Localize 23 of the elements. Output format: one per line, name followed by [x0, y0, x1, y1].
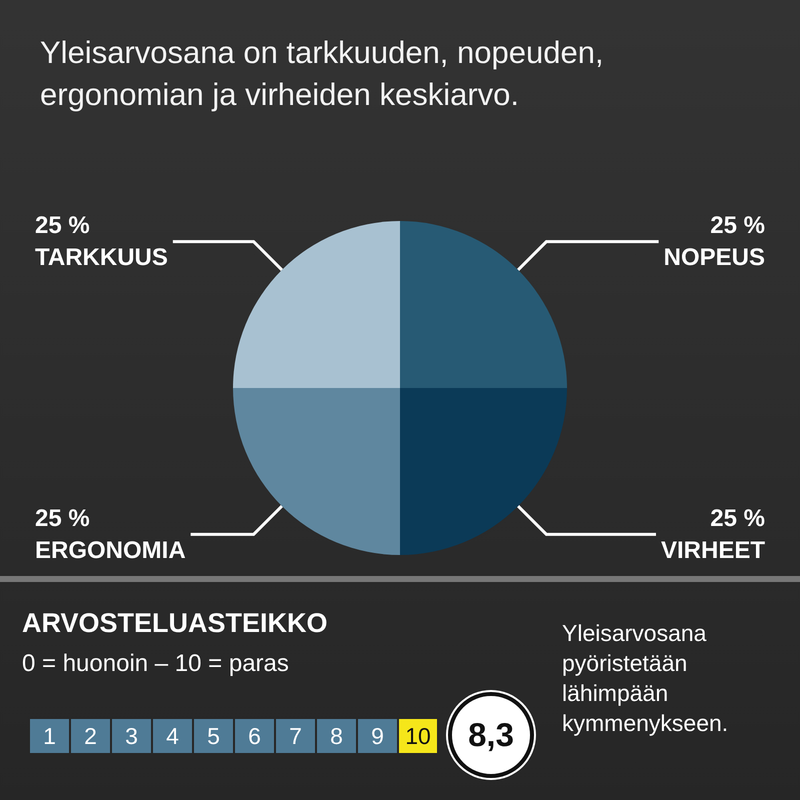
text: 10: [399, 719, 437, 753]
text: 7: [276, 719, 315, 753]
text: 4: [153, 719, 192, 753]
data-label: 25 %: [710, 212, 765, 240]
text: 5: [194, 719, 233, 753]
text: 2: [71, 719, 110, 753]
slice-label: VIRHEET: [660, 536, 766, 564]
text: 3: [112, 719, 151, 753]
text: 0 = huonoin – 10 = paras: [22, 650, 289, 678]
data-label: 25 %: [35, 504, 90, 532]
text: 9: [358, 719, 397, 753]
data-label: 25 %: [35, 212, 90, 240]
text: 1: [30, 719, 69, 753]
slice-label: ERGONOMIA: [35, 536, 186, 564]
data-label: 25 %: [710, 504, 765, 532]
text: 6: [235, 719, 274, 753]
text: ARVOSTELUASTEIKKO: [22, 608, 328, 639]
slice-label: NOPEUS: [664, 244, 765, 272]
score-badge: 8,3: [448, 692, 534, 778]
chart-title: Yleisarvosana on tarkkuuden, nopeuden, ergonomian ja virheiden keskiarvo.: [40, 34, 605, 114]
text: Yleisarvosana pyöristetään lähimpään kymmenykseen.: [562, 619, 730, 738]
slice-label: TARKKUUS: [35, 244, 168, 272]
text: 8: [317, 719, 356, 753]
